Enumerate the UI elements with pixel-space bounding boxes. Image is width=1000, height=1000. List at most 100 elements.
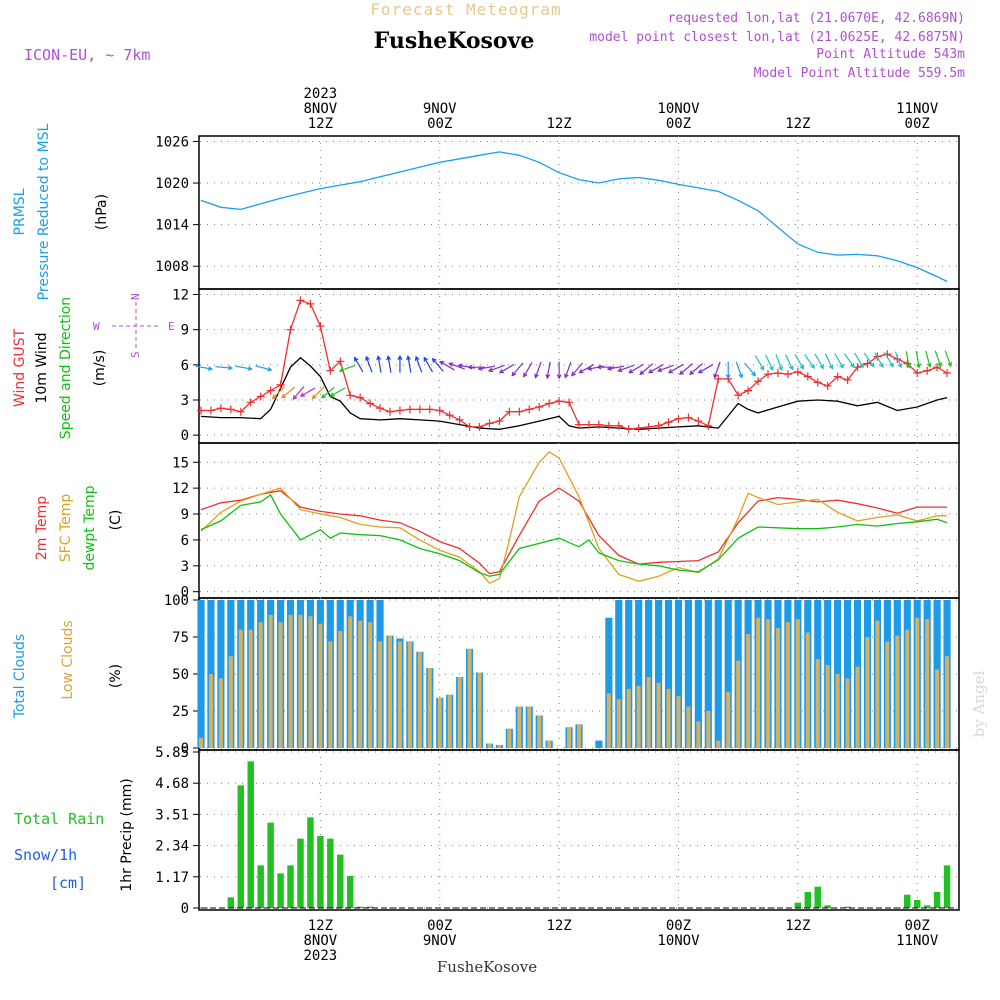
low-cloud-bar bbox=[248, 629, 253, 748]
wind-gust-marker bbox=[226, 405, 235, 414]
wind-direction-arrow bbox=[679, 363, 694, 376]
low-cloud-bar bbox=[805, 632, 810, 748]
wind-gust-marker bbox=[425, 405, 434, 414]
wind-direction-arrow bbox=[754, 355, 765, 371]
wind-direction-arrow bbox=[215, 365, 234, 371]
wind-gust-marker bbox=[923, 366, 932, 375]
wind-gust-marker bbox=[505, 407, 514, 416]
wind-direction-arrow bbox=[255, 365, 273, 372]
low-cloud-bar bbox=[567, 727, 572, 748]
wind-gust-marker bbox=[206, 406, 215, 415]
y-tick-label: 0 bbox=[181, 585, 189, 601]
low-cloud-bar bbox=[765, 619, 771, 748]
rain-bar bbox=[327, 838, 334, 908]
compass-north: N bbox=[129, 293, 142, 300]
wind-direction-arrow bbox=[477, 365, 495, 371]
wind-direction-arrow bbox=[329, 387, 346, 397]
y-tick-label: 12 bbox=[172, 288, 189, 304]
low-cloud-bar bbox=[537, 715, 542, 748]
bottom-time-label: 12Z bbox=[546, 918, 571, 934]
wind-gust-marker bbox=[346, 391, 355, 400]
location-title: FusheKosove bbox=[374, 28, 535, 54]
top-time-label: 00Z bbox=[427, 116, 452, 132]
temp-2m-line bbox=[200, 487, 948, 575]
wind-gust-marker bbox=[913, 369, 922, 378]
wind-gust-marker bbox=[445, 411, 454, 420]
wind-gust-marker bbox=[744, 386, 753, 395]
low-cloud-bar bbox=[835, 674, 840, 748]
wind-direction-arrow bbox=[545, 361, 551, 380]
wind-direction-arrow bbox=[775, 354, 783, 372]
wind-direction-arrow bbox=[292, 386, 305, 400]
low-cloud-bar bbox=[656, 682, 661, 748]
low-cloud-bar bbox=[925, 619, 930, 748]
wind-gust-marker bbox=[754, 377, 763, 386]
wind-direction-arrow bbox=[406, 355, 412, 373]
wind-gust-marker bbox=[276, 380, 285, 389]
wind-gust-marker bbox=[773, 369, 782, 378]
temp-2m-label: 2m Temp bbox=[34, 496, 50, 560]
y-tick-label: 1014 bbox=[155, 218, 189, 234]
bottom-time-label: 10NOV bbox=[657, 933, 700, 949]
y-tick-label: 6 bbox=[181, 358, 189, 374]
rain-bar bbox=[307, 817, 314, 908]
wind-gust-label: Wind GUST bbox=[12, 328, 28, 407]
wind-gust-marker bbox=[366, 399, 375, 408]
wind-gust-marker bbox=[395, 406, 404, 415]
bottom-time-label: 2023 bbox=[304, 948, 338, 964]
wind-gust-marker bbox=[644, 422, 653, 431]
wind-direction-arrow bbox=[713, 361, 721, 379]
wind-direction-arrow bbox=[744, 362, 756, 377]
wind-speed-dir-label: Speed and Direction bbox=[58, 297, 74, 439]
low-cloud-bar bbox=[935, 669, 940, 748]
total-clouds-label: Total Clouds bbox=[12, 634, 28, 719]
low-cloud-bar bbox=[785, 622, 790, 748]
wind-gust-marker bbox=[684, 413, 693, 422]
wind-gust-marker bbox=[495, 417, 504, 426]
low-cloud-bar bbox=[427, 668, 432, 748]
top-time-label: 12Z bbox=[546, 116, 571, 132]
top-time-label: 00Z bbox=[905, 116, 930, 132]
pressure-line bbox=[200, 151, 948, 283]
low-cloud-bar bbox=[905, 629, 910, 748]
low-cloud-bar bbox=[198, 737, 204, 748]
wind-direction-arrow bbox=[439, 361, 455, 371]
wind-gust-marker bbox=[376, 404, 385, 413]
wind-gust-marker bbox=[515, 407, 524, 416]
rain-bar bbox=[943, 865, 951, 908]
y-tick-label: 3.51 bbox=[155, 807, 189, 823]
low-cloud-bar bbox=[298, 614, 303, 748]
temp-unit-label: (C) bbox=[108, 510, 124, 531]
wind-gust-marker bbox=[664, 418, 673, 427]
wind-direction-arrow bbox=[915, 350, 921, 369]
low-cloud-bar bbox=[696, 721, 701, 748]
wind-direction-arrow bbox=[467, 364, 486, 370]
wind-direction-arrow bbox=[354, 356, 364, 373]
y-tick-label: 3 bbox=[181, 559, 189, 575]
wind-direction-arrow bbox=[843, 353, 855, 369]
wind-gust-marker bbox=[296, 296, 305, 305]
y-tick-label: 0 bbox=[181, 741, 189, 757]
bottom-time-label: 12Z bbox=[785, 918, 810, 934]
wind-direction-arrow bbox=[578, 363, 595, 374]
y-tick-label: 1020 bbox=[155, 176, 189, 192]
low-cloud-bar bbox=[736, 660, 741, 748]
wind-gust-marker bbox=[943, 369, 952, 378]
wind-gust-marker bbox=[455, 415, 464, 424]
bottom-time-label: 00Z bbox=[427, 918, 452, 934]
wind-direction-arrow bbox=[556, 361, 562, 380]
low-cloud-bar bbox=[228, 656, 233, 748]
wind-gust-marker bbox=[654, 421, 663, 430]
rain-bar bbox=[366, 906, 374, 908]
rain-bar bbox=[267, 822, 274, 908]
wind-direction-arrow bbox=[311, 386, 325, 400]
wind-direction-arrow bbox=[794, 354, 804, 370]
wind-gust-marker bbox=[833, 372, 842, 381]
top-time-label: 10NOV bbox=[657, 101, 700, 117]
wind-direction-arrow bbox=[534, 361, 542, 379]
total-cloud-bar bbox=[674, 600, 683, 748]
low-cloud-bar bbox=[338, 631, 343, 748]
top-time-label: 9NOV bbox=[423, 101, 457, 117]
wind-direction-arrow bbox=[785, 354, 794, 371]
